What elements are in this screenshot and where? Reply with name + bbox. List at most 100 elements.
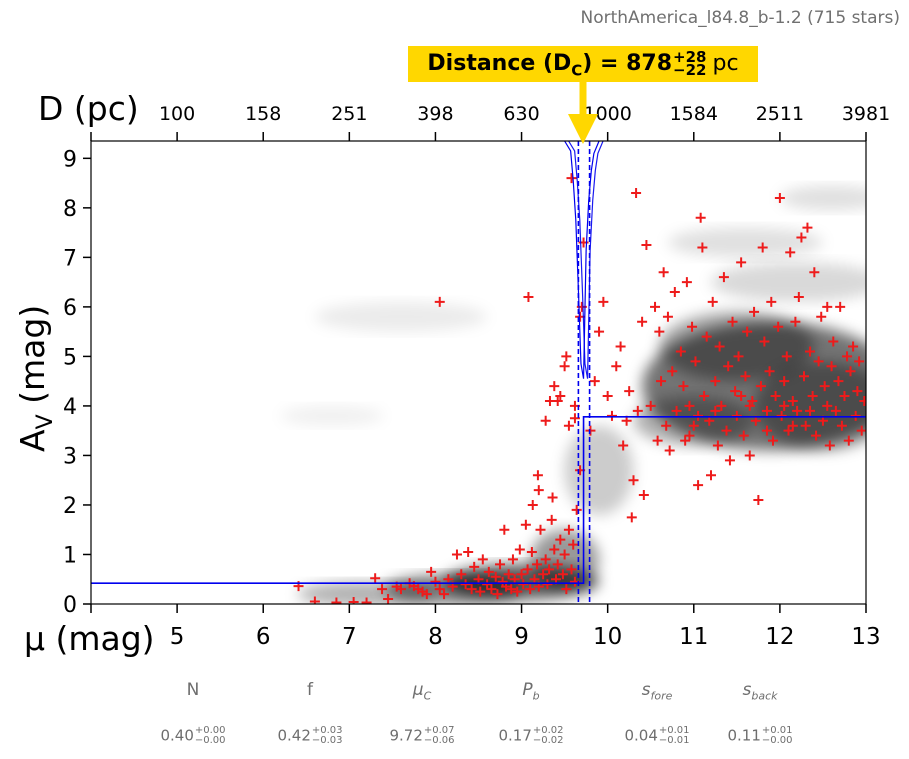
top-tick-label: 630	[503, 103, 539, 125]
star-marker	[535, 524, 546, 535]
y-tick-label: 3	[63, 444, 77, 469]
star-marker	[749, 306, 760, 317]
y-tick-label: 6	[63, 296, 77, 321]
star-marker	[618, 440, 629, 451]
star-marker	[638, 490, 649, 501]
star-marker	[624, 386, 635, 397]
star-marker	[723, 361, 734, 372]
star-marker	[628, 475, 639, 486]
star-marker	[377, 584, 388, 595]
star-marker	[569, 413, 580, 424]
star-marker	[542, 579, 553, 590]
star-marker	[675, 346, 686, 357]
x-tick-label: 6	[256, 624, 271, 650]
star-marker	[514, 544, 525, 555]
star-marker	[460, 579, 471, 590]
star-marker	[664, 445, 675, 456]
star-marker	[835, 301, 846, 312]
star-marker	[571, 504, 582, 515]
star-marker	[845, 366, 856, 377]
star-marker	[507, 554, 518, 565]
star-marker	[631, 187, 642, 198]
star-marker	[796, 232, 807, 243]
star-marker	[632, 405, 643, 416]
star-marker	[693, 410, 704, 421]
star-marker	[396, 584, 406, 595]
star-marker	[850, 410, 861, 421]
top-tick-label: 2511	[756, 103, 804, 125]
star-marker	[331, 597, 342, 604]
top-tick-label: 158	[245, 103, 281, 125]
star-marker	[736, 257, 747, 268]
star-marker	[785, 247, 796, 258]
star-marker	[799, 371, 809, 382]
star-marker	[383, 594, 394, 604]
star-marker	[516, 569, 527, 580]
star-marker	[774, 192, 785, 203]
distance-minus: −22	[673, 61, 707, 79]
star-marker	[520, 519, 531, 530]
star-marker	[787, 420, 798, 431]
star-marker	[547, 492, 558, 503]
star-marker	[822, 301, 833, 312]
distance-plus: +28	[673, 48, 707, 66]
star-marker	[563, 524, 574, 535]
star-marker	[606, 410, 617, 421]
star-marker	[809, 267, 820, 278]
star-marker	[761, 425, 772, 436]
star-marker	[770, 391, 781, 402]
density-blob	[667, 227, 823, 258]
star-marker	[755, 381, 766, 392]
star-marker	[589, 376, 600, 387]
star-marker	[716, 400, 727, 411]
model-fit-lines	[91, 140, 866, 604]
star-marker	[439, 589, 450, 600]
star-marker	[816, 311, 827, 322]
star-marker	[843, 435, 854, 446]
star-marker	[451, 549, 462, 560]
star-marker	[714, 341, 725, 352]
star-marker	[701, 331, 712, 342]
star-marker	[681, 277, 692, 288]
density-blob	[314, 301, 488, 332]
x-axis-label: μ (mag)	[24, 619, 155, 658]
star-marker	[540, 415, 551, 426]
star-marker	[793, 291, 804, 302]
star-marker	[805, 346, 816, 357]
x-tick-label: 13	[851, 624, 880, 650]
star-marker	[836, 420, 847, 431]
star-marker	[792, 405, 803, 416]
star-marker	[658, 267, 669, 278]
top-tick-label: 251	[331, 103, 367, 125]
star-marker	[503, 569, 514, 580]
star-marker	[744, 400, 755, 411]
star-marker	[469, 561, 480, 572]
y-axis-label: AV (mag)	[13, 305, 58, 452]
star-marker	[654, 326, 665, 337]
density-blob	[659, 311, 815, 382]
density-blob	[564, 425, 634, 515]
star-marker	[421, 589, 432, 600]
star-marker	[744, 450, 755, 461]
star-marker	[662, 311, 673, 322]
x-tick-label: 11	[679, 624, 708, 650]
star-marker	[779, 376, 790, 387]
star-marker	[693, 480, 704, 491]
star-marker	[678, 381, 689, 392]
star-marker	[512, 586, 523, 597]
star-marker	[802, 222, 813, 233]
star-marker	[483, 566, 494, 577]
star-marker	[615, 341, 626, 352]
star-marker	[824, 440, 835, 451]
star-marker	[540, 554, 551, 565]
star-marker	[690, 356, 701, 367]
star-marker	[549, 381, 560, 392]
star-marker	[773, 321, 784, 332]
star-marker	[669, 287, 680, 298]
star-marker	[426, 566, 437, 577]
x-tick-label: 9	[514, 624, 529, 650]
y-tick-label: 0	[63, 593, 77, 618]
star-marker	[712, 440, 723, 451]
star-marker	[594, 326, 605, 337]
star-marker	[538, 569, 549, 580]
